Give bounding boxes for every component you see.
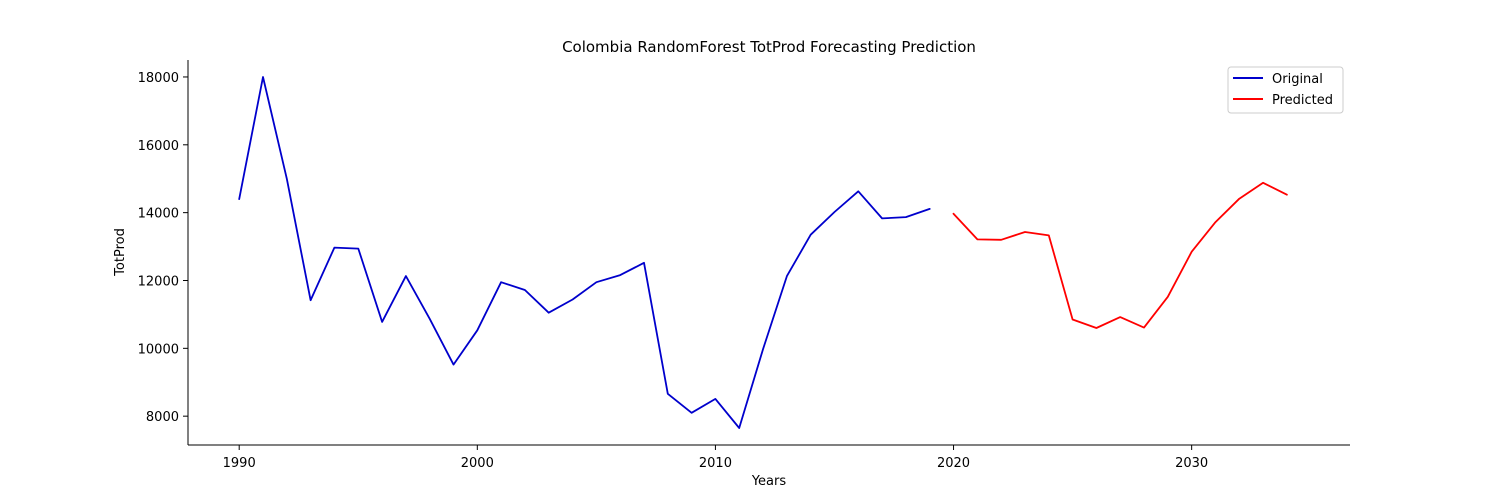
x-tick-label: 2030: [1175, 456, 1208, 471]
y-ticks: 8000 10000 12000 14000 16000 18000: [138, 71, 188, 425]
x-ticks: 1990 2000 2010 2020 2030: [223, 445, 1208, 471]
y-tick-label: 14000: [138, 207, 179, 222]
y-tick-label: 8000: [146, 410, 179, 425]
legend-label-predicted: Predicted: [1272, 93, 1333, 108]
y-tick-label: 10000: [138, 342, 179, 357]
y-tick-label: 12000: [138, 274, 179, 289]
x-axis-title: Years: [751, 474, 787, 489]
series-line-predicted: [952, 181, 1288, 329]
y-tick-label: 16000: [138, 139, 179, 154]
x-tick-label: 1990: [223, 456, 256, 471]
y-tick-label: 18000: [138, 71, 179, 86]
chart-title: Colombia RandomForest TotProd Forecastin…: [562, 38, 976, 56]
x-tick-label: 2020: [937, 456, 970, 471]
x-tick-label: 2000: [461, 456, 494, 471]
plot-area: [238, 76, 1288, 429]
series-line-original: [238, 76, 931, 429]
legend: Original Predicted: [1227, 66, 1344, 114]
axes: [187, 60, 1350, 446]
y-axis-title: TotProd: [113, 228, 128, 277]
x-tick-label: 2010: [699, 456, 732, 471]
legend-label-original: Original: [1272, 72, 1323, 87]
